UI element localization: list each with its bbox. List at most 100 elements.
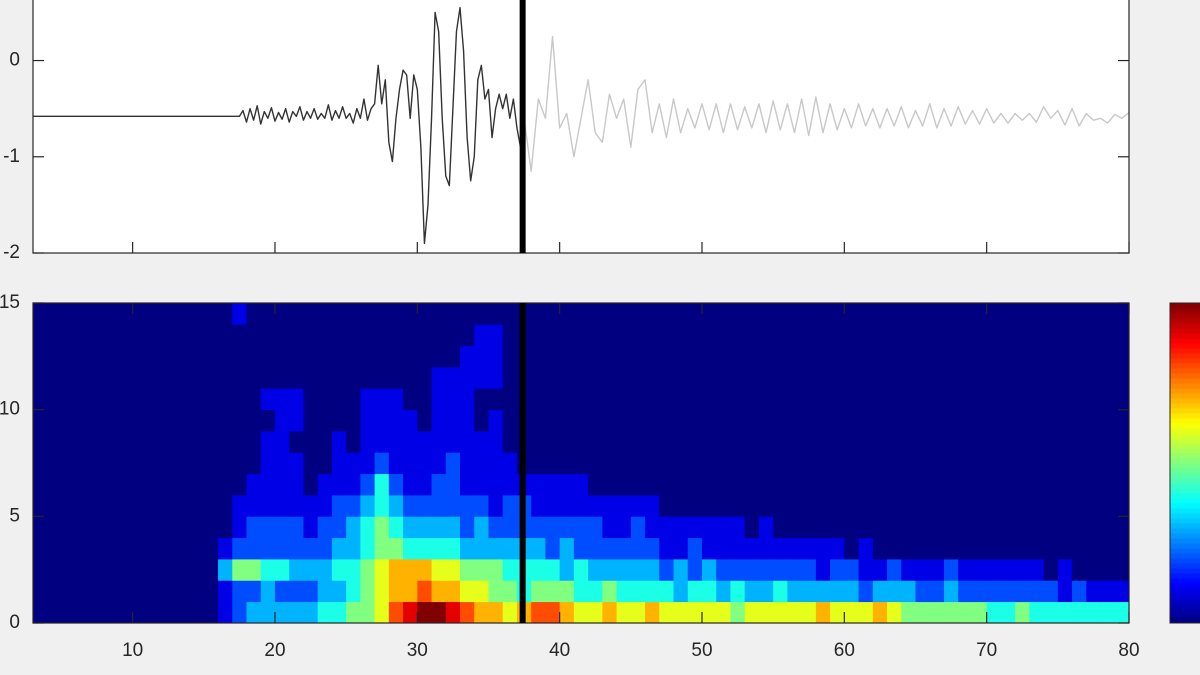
heatmap-cell: [232, 388, 247, 411]
heatmap-cell: [887, 388, 902, 411]
heatmap-cell: [331, 388, 347, 411]
heatmap-cell: [360, 409, 376, 432]
heatmap-cell: [986, 388, 1002, 411]
heatmap-cell: [246, 516, 262, 539]
heatmap-cell: [246, 303, 262, 325]
heatmap-cell: [844, 367, 859, 389]
heatmap-cell: [460, 537, 475, 560]
heatmap-cell: [1029, 303, 1044, 325]
heatmap-cell: [801, 537, 817, 560]
heatmap-cell: [1015, 324, 1030, 347]
heatmap-cell: [559, 345, 575, 368]
heatmap-cell: [1072, 473, 1087, 496]
heatmap-cell: [986, 580, 1002, 603]
heatmap-cell: [331, 537, 347, 560]
heatmap-cell: [787, 345, 803, 368]
heatmap-cell: [246, 559, 262, 581]
heatmap-cell: [246, 409, 262, 432]
heatmap-cell: [744, 324, 760, 347]
heatmap-cell: [929, 601, 945, 623]
heatmap-cell: [673, 516, 689, 539]
colorbar-step: [1170, 523, 1200, 529]
heatmap-cell: [787, 537, 803, 560]
heatmap-cell: [844, 452, 859, 475]
heatmap-cell: [445, 473, 461, 496]
heatmap-cell: [531, 559, 546, 581]
heatmap-cell: [872, 303, 888, 325]
heatmap-cell: [773, 559, 788, 581]
heatmap-cell: [360, 559, 376, 581]
heatmap-cell: [659, 367, 674, 389]
heatmap-cell: [218, 409, 233, 432]
y-tick-label: -2: [3, 242, 20, 263]
heatmap-cell: [403, 559, 418, 581]
heatmap-cell: [758, 324, 774, 347]
heatmap-cell: [844, 431, 859, 453]
heatmap-cell: [986, 452, 1002, 475]
colorbar-step: [1170, 573, 1200, 579]
heatmap-cell: [844, 388, 859, 411]
heatmap-cell: [659, 431, 674, 453]
heatmap-cell: [887, 303, 902, 325]
heatmap-cell: [730, 580, 746, 603]
heatmap-cell: [943, 452, 959, 475]
heatmap-cell: [1100, 495, 1116, 517]
heatmap-cell: [232, 516, 247, 539]
heatmap-cell: [744, 345, 760, 368]
heatmap-cell: [1043, 452, 1059, 475]
heatmap-cell: [830, 495, 845, 517]
heatmap-cell: [218, 537, 233, 560]
heatmap-cell: [887, 409, 902, 432]
heatmap-cell: [744, 601, 760, 623]
heatmap-cell: [716, 473, 731, 496]
heatmap-cell: [388, 409, 404, 432]
heatmap-cell: [559, 601, 575, 623]
colorbar-step: [1170, 533, 1200, 539]
colorbar-step: [1170, 308, 1200, 314]
heatmap-cell: [573, 559, 589, 581]
colorbar-step: [1170, 388, 1200, 394]
heatmap-cell: [1086, 580, 1101, 603]
heatmap-cell: [901, 367, 916, 389]
heatmap-cell: [260, 452, 276, 475]
colorbar-step: [1170, 358, 1200, 364]
heatmap-cell: [616, 431, 632, 453]
colorbar-step: [1170, 418, 1200, 424]
heatmap-cell: [972, 495, 988, 517]
heatmap-cell: [758, 559, 774, 581]
heatmap-cell: [901, 303, 916, 325]
heatmap-cell: [915, 324, 931, 347]
heatmap-cell: [403, 495, 418, 517]
heatmap-cell: [317, 580, 333, 603]
heatmap-cell: [901, 537, 916, 560]
heatmap-cell: [730, 559, 746, 581]
heatmap-cell: [460, 367, 475, 389]
heatmap-cell: [545, 580, 561, 603]
heatmap-cell: [887, 324, 902, 347]
heatmap-cell: [502, 559, 518, 581]
heatmap-cell: [773, 452, 788, 475]
heatmap-cell: [274, 473, 290, 496]
heatmap-cell: [274, 452, 290, 475]
heatmap-cell: [972, 580, 988, 603]
heatmap-cell: [289, 409, 304, 432]
heatmap-cell: [929, 345, 945, 368]
heatmap-cell: [289, 388, 304, 411]
heatmap-cell: [474, 601, 489, 623]
heatmap-cell: [915, 473, 931, 496]
y-tick-label: 15: [0, 292, 20, 313]
heatmap-cell: [758, 537, 774, 560]
heatmap-cell: [1043, 559, 1059, 581]
heatmap-cell: [744, 516, 760, 539]
heatmap-cell: [943, 495, 959, 517]
heatmap-cell: [630, 431, 646, 453]
heatmap-cell: [474, 367, 489, 389]
heatmap-cell: [801, 580, 817, 603]
heatmap-cell: [773, 303, 788, 325]
heatmap-cell: [588, 559, 603, 581]
heatmap-cell: [218, 431, 233, 453]
heatmap-cell: [773, 388, 788, 411]
heatmap-cell: [801, 409, 817, 432]
heatmap-cell: [673, 601, 689, 623]
heatmap-cell: [1000, 345, 1016, 368]
